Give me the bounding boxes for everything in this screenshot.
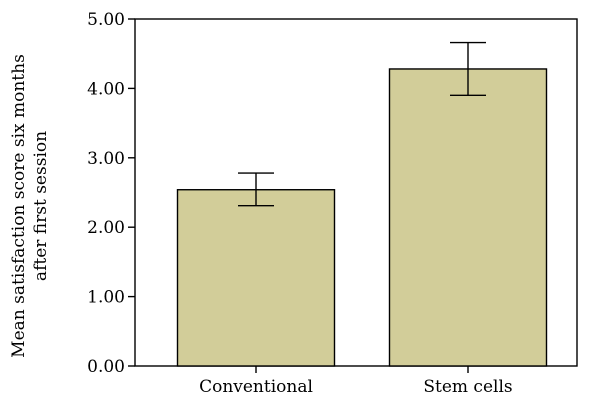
- x-tick-label: Stem cells: [423, 377, 512, 397]
- y-axis-title-line-1: Mean satisfaction score six months: [9, 54, 29, 358]
- x-axis: Conventional Stem cells: [199, 366, 513, 397]
- error-bars: [238, 41, 486, 207]
- y-tick-label: 3.00: [87, 149, 125, 169]
- bars: [176, 68, 548, 367]
- y-axis-title-line-2: after first session: [31, 131, 51, 281]
- y-axis-title: Mean satisfaction score six months after…: [9, 54, 51, 358]
- y-axis: 0.00 1.00 2.00 3.00 4.00 5.00: [87, 10, 135, 377]
- bar-stem-cells: [388, 68, 548, 367]
- y-tick-label: 4.00: [87, 79, 125, 99]
- bar-conventional: [176, 189, 336, 367]
- y-tick-label: 1.00: [87, 288, 125, 308]
- y-tick-label: 2.00: [87, 218, 125, 238]
- y-tick-label: 5.00: [87, 10, 125, 30]
- plot-frame: [134, 18, 578, 367]
- x-tick-label: Conventional: [199, 377, 313, 397]
- y-tick-label: 0.00: [87, 357, 125, 377]
